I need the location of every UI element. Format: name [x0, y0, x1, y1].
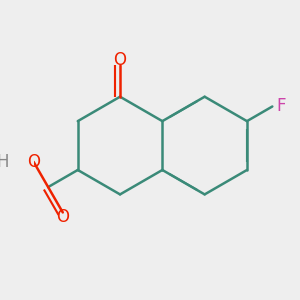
Text: O: O	[27, 153, 40, 171]
Text: H: H	[0, 153, 8, 171]
Text: O: O	[114, 51, 127, 69]
Text: O: O	[56, 208, 69, 226]
Text: F: F	[277, 98, 286, 116]
